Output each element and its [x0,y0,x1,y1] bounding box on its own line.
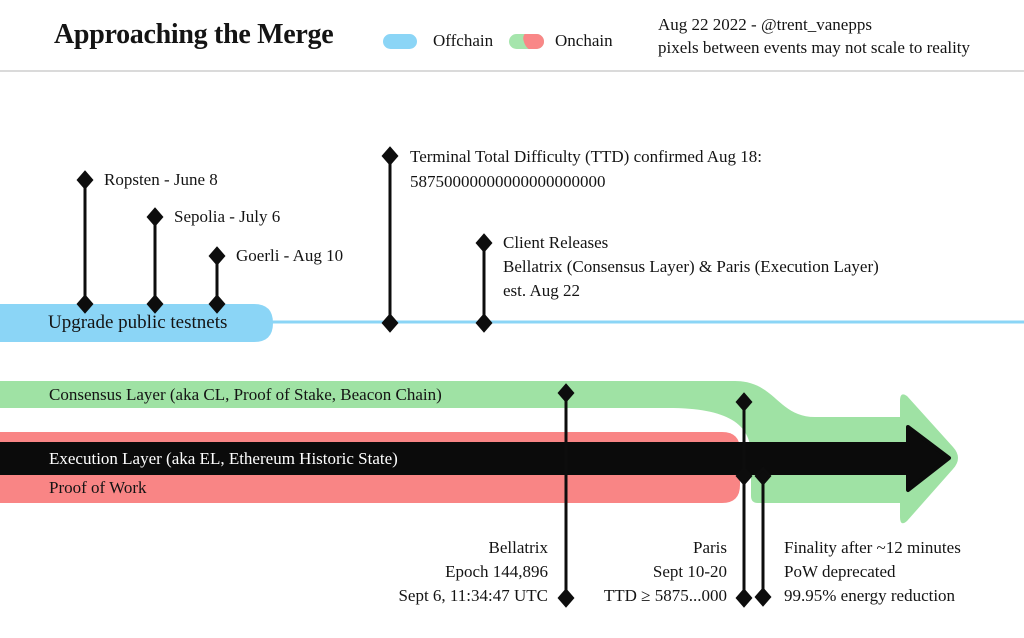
page-title: Approaching the Merge [54,19,334,50]
execution-arrow [0,425,951,492]
paris-line-2: Sept 10-20 [652,562,727,581]
ttd-label: Terminal Total Difficulty (TTD) confirme… [410,144,762,194]
ttd-diamond-bottom [381,313,399,333]
offchain-line [266,320,1024,324]
ttd-label-line-1: Terminal Total Difficulty (TTD) confirme… [410,147,763,166]
onchain-legend-label: Onchain [555,31,613,50]
paris-line-3: TTD ≥ 5875...000 [603,586,727,605]
finality-diamond-bottom [754,587,772,607]
goerli-label: Goerli - Aug 10 [236,246,344,265]
bellatrix-line-1: Bellatrix [488,538,548,557]
client-label-line-2: Bellatrix (Consensus Layer) & Paris (Exe… [503,257,879,276]
bellatrix-line-2: Epoch 144,896 [445,562,548,581]
event-markers [76,146,772,608]
ttd-diamond-top [381,146,399,166]
credit-line-2: pixels between events may not scale to r… [658,38,971,57]
finality-line-2: PoW deprecated [784,562,896,581]
goerli-diamond-top [208,246,226,266]
consensus-band-label: Consensus Layer (aka CL, Proof of Stake,… [49,385,442,404]
finality-line-3: 99.95% energy reduction [784,586,956,605]
paris-diamond-bottom [735,588,753,608]
client-label-line-1: Client Releases [503,233,609,252]
client-label-line-3: est. Aug 22 [503,281,580,300]
finality-milestone: Finality after ~12 minutes PoW deprecate… [784,536,961,608]
bellatrix-diamond-top [557,383,575,403]
execution-arrow-label: Execution Layer (aka EL, Ethereum Histor… [49,449,398,468]
bellatrix-diamond-bottom [557,588,575,608]
ropsten-label: Ropsten - June 8 [104,170,218,189]
client-releases-label: Client Releases Bellatrix (Consensus Lay… [503,231,879,303]
pow-band-label: Proof of Work [49,478,147,497]
bellatrix-line-3: Sept 6, 11:34:47 UTC [398,586,548,605]
bellatrix-milestone: Bellatrix Epoch 144,896 Sept 6, 11:34:47… [398,536,548,608]
paris-line-1: Paris [693,538,727,557]
client-diamond-bottom [475,313,493,333]
credit-note: Aug 22 2022 - @trent_vanepps pixels betw… [658,13,970,59]
sepolia-label: Sepolia - July 6 [174,207,281,226]
paris-diamond-top [735,392,753,412]
finality-diamond-top [754,466,772,486]
offchain-legend-swatch [383,34,417,49]
paris-diamond-mid [735,466,753,486]
sepolia-diamond-bottom [146,294,164,314]
ropsten-diamond-top [76,170,94,190]
offchain-bar-label: Upgrade public testnets [48,312,228,333]
ropsten-diamond-bottom [76,294,94,314]
offchain-bar [0,304,273,342]
credit-line-1: Aug 22 2022 - @trent_vanepps [658,15,872,34]
header-divider [0,70,1024,72]
paris-milestone: Paris Sept 10-20 TTD ≥ 5875...000 [604,536,727,608]
goerli-diamond-bottom [208,294,226,314]
client-diamond-top [475,233,493,253]
offchain-legend-label: Offchain [433,31,494,50]
ttd-label-value: 58750000000000000000000 [410,172,606,191]
sepolia-diamond-top [146,207,164,227]
onchain-legend-swatch [509,34,544,49]
finality-line-1: Finality after ~12 minutes [784,538,961,557]
